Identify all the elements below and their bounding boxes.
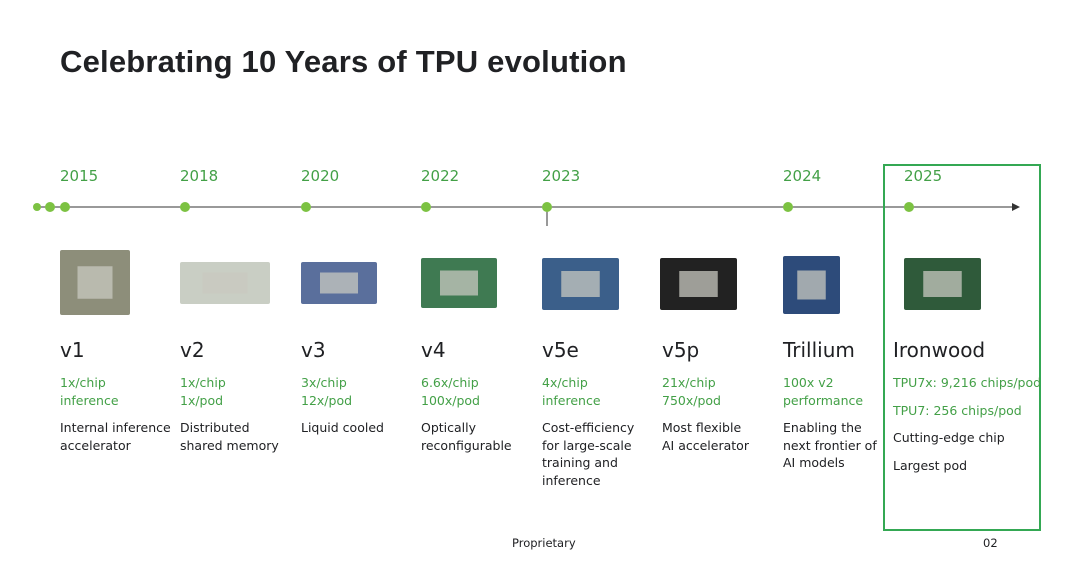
chip-die: [202, 272, 248, 294]
spec-item: TPU7x: 9,216 chips/pod: [893, 375, 1042, 390]
spec-line: 1x/chip: [60, 375, 106, 390]
timeline-dot: [180, 202, 190, 212]
description-line: Enabling the: [783, 420, 862, 435]
spec-line: 750x/pod: [662, 392, 721, 408]
description-line: AI accelerator: [662, 437, 749, 453]
description-line: Internal inference: [60, 420, 171, 435]
description-line: training and: [542, 455, 618, 470]
timeline-dot: [421, 202, 431, 212]
spec-line: performance: [783, 392, 864, 408]
timeline-dot: [783, 202, 793, 212]
timeline-dot: [45, 202, 55, 212]
generation-name: v2: [180, 338, 205, 362]
year-label: 2018: [180, 167, 219, 185]
year-label: 2022: [421, 167, 460, 185]
description-line: reconfigurable: [421, 437, 512, 453]
description-line: shared memory: [180, 437, 279, 453]
chip-die: [440, 270, 478, 296]
description-line: Cost-efficiency: [542, 420, 635, 435]
description-item: Cutting-edge chip: [893, 430, 1005, 445]
chip-die: [797, 270, 826, 300]
description-line: Most flexible: [662, 420, 742, 435]
timeline-dot: [904, 202, 914, 212]
timeline-dot: [301, 202, 311, 212]
timeline-arrow: [1012, 203, 1020, 211]
generation-name: v5p: [662, 338, 700, 362]
generation-name: v1: [60, 338, 85, 362]
spec-line: 12x/pod: [301, 392, 353, 408]
description-line: AI models: [783, 455, 845, 470]
description-line: inference: [542, 472, 601, 488]
spec-line: 3x/chip: [301, 375, 347, 390]
description-line: for large-scale: [542, 437, 632, 453]
slide-title: Celebrating 10 Years of TPU evolution: [60, 44, 627, 79]
timeline-dot: [33, 203, 41, 211]
chip-die: [561, 271, 600, 297]
spec-line: 4x/chip: [542, 375, 588, 390]
spec-line: inference: [542, 392, 601, 408]
description-item: Largest pod: [893, 457, 968, 473]
generation-name: Ironwood: [893, 338, 986, 362]
description-line: Liquid cooled: [301, 420, 384, 435]
description-line: next frontier of: [783, 437, 877, 453]
year-label: 2020: [301, 167, 340, 185]
spec-line: 6.6x/chip: [421, 375, 479, 390]
generation-name: v4: [421, 338, 446, 362]
timeline-dot: [542, 202, 552, 212]
highlight-box: [883, 164, 1041, 531]
spec-line: 100x/pod: [421, 392, 480, 408]
generation-name: Trillium: [783, 338, 855, 362]
page-number: 02: [983, 536, 998, 550]
description-line: Distributed: [180, 420, 250, 435]
spec-line: 1x/pod: [180, 392, 224, 408]
spec-line: 100x v2: [783, 375, 834, 390]
chip-die: [679, 271, 718, 297]
chip-die: [320, 272, 358, 294]
spec-line: 1x/chip: [180, 375, 226, 390]
timeline-dot: [60, 202, 70, 212]
generation-name: v5e: [542, 338, 579, 362]
year-label: 2024: [783, 167, 822, 185]
chip-die: [77, 266, 113, 299]
spec-line: inference: [60, 392, 119, 408]
year-label: 2025: [904, 167, 943, 185]
generation-name: v3: [301, 338, 326, 362]
chip-images: [60, 250, 981, 315]
spec-item: TPU7: 256 chips/pod: [893, 402, 1022, 418]
chip-die: [923, 271, 962, 297]
description-line: accelerator: [60, 437, 131, 453]
description-line: Optically: [421, 420, 477, 435]
year-label: 2015: [60, 167, 99, 185]
spec-line: 21x/chip: [662, 375, 716, 390]
footer-label: Proprietary: [512, 536, 576, 550]
year-label: 2023: [542, 167, 581, 185]
